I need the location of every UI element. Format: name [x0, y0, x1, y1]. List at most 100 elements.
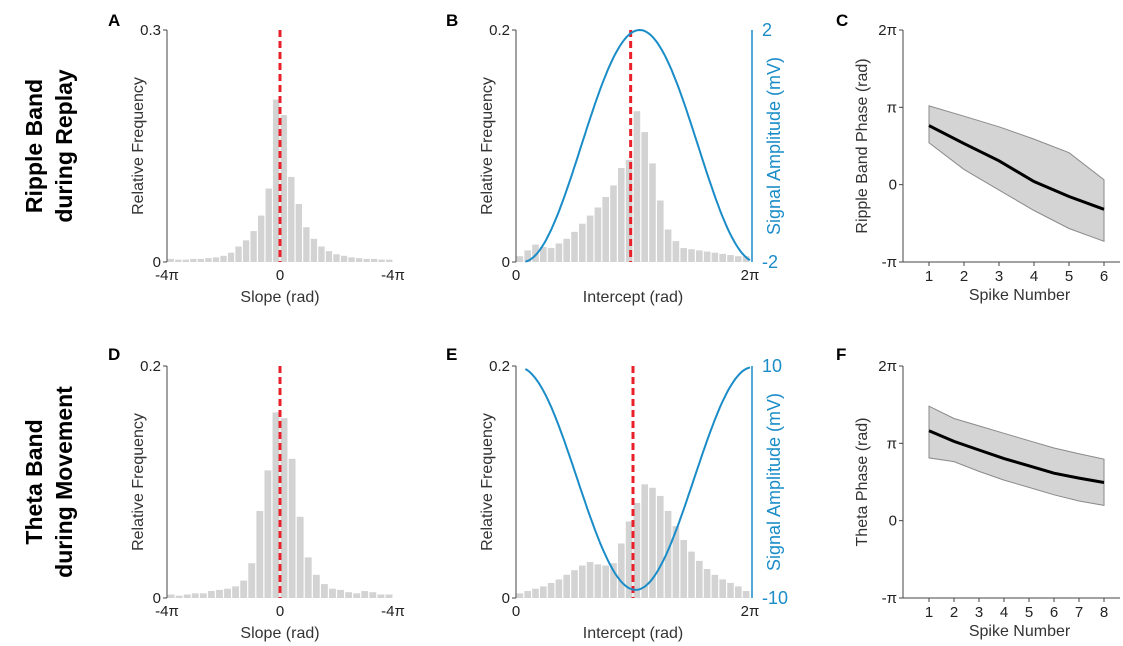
hist-bar — [633, 502, 641, 598]
x-tick-label: 0 — [512, 603, 520, 620]
y-tick-label: 0 — [153, 254, 161, 271]
hist-bar — [547, 248, 555, 262]
hist-bar — [310, 238, 318, 262]
y2-tick-label: -2 — [762, 252, 778, 272]
hist-bar — [641, 132, 648, 262]
hist-bar — [719, 579, 726, 598]
hist-bar — [303, 227, 310, 262]
y-axis-label: Relative Frequency — [479, 413, 496, 551]
hist-bar — [532, 244, 539, 262]
hist-bar — [555, 579, 563, 598]
hist-bar — [273, 99, 280, 262]
hist-bar — [524, 250, 531, 262]
hist-bar — [672, 241, 680, 262]
x-tick-label: 2 — [960, 268, 968, 285]
y2-axis-label: Signal Amplitude (mV) — [764, 57, 784, 235]
hist-bar — [205, 258, 212, 262]
x-tick-label: 8 — [1100, 604, 1108, 621]
hist-bar — [742, 591, 750, 598]
y-tick-label: 0.2 — [489, 358, 510, 375]
x-tick-label: 5 — [1025, 604, 1033, 621]
x-tick-label: 6 — [1050, 604, 1058, 621]
hist-bar — [711, 252, 719, 262]
hist-bar — [190, 258, 197, 262]
hist-bar — [555, 243, 563, 262]
y-axis-label: Relative Frequency — [130, 413, 147, 551]
mean-phase-line — [928, 429, 1105, 484]
y-tick-label: π — [887, 99, 897, 116]
hist-bar — [348, 257, 355, 262]
hist-bar — [378, 259, 385, 262]
x-tick-label: 4 — [1000, 604, 1008, 621]
row-title-ripple-line2: during Replay — [51, 69, 77, 223]
hist-bar — [329, 588, 336, 598]
x-tick-label: 6 — [1100, 268, 1108, 285]
hist-bar — [250, 231, 257, 262]
mean-phase-line — [928, 124, 1105, 211]
hist-bar — [175, 259, 182, 262]
x-tick-label: 4 — [1030, 268, 1038, 285]
confidence-band — [928, 405, 1105, 506]
panel-letter-a: A — [108, 11, 120, 30]
hist-bar — [532, 588, 539, 598]
hist-bar — [325, 251, 333, 262]
hist-bar — [240, 580, 248, 598]
hist-bar — [727, 582, 734, 598]
hist-bar — [711, 574, 719, 598]
hist-bar — [579, 565, 586, 598]
panel-b-intercept-histogram: 0 0.2 Relative Frequency 0 2π Intercept (rad)… — [479, 20, 784, 306]
x-tick-label: -4π — [155, 603, 179, 620]
hist-bar — [212, 257, 220, 262]
panel-letter-e: E — [446, 345, 457, 364]
y-tick-label: -π — [882, 254, 897, 271]
x-tick-label: 2 — [950, 604, 958, 621]
hist-bar — [571, 231, 578, 262]
hist-bar — [361, 591, 369, 598]
hist-bar — [242, 240, 250, 262]
hist-bar — [369, 592, 377, 598]
hist-bar — [182, 259, 189, 262]
x-axis-label: Slope (rad) — [240, 289, 319, 306]
y-tick-label: 0 — [153, 590, 161, 607]
y-axis-label: Relative Frequency — [479, 77, 496, 215]
hist-bar — [625, 159, 633, 262]
y-tick-label: 0 — [889, 513, 897, 530]
hist-bar — [296, 516, 304, 598]
hist-bar — [618, 543, 625, 598]
y-tick-label: 0.2 — [140, 358, 161, 375]
hist-bar — [304, 557, 312, 598]
hist-bar — [688, 249, 695, 262]
hist-bar — [167, 258, 174, 262]
y-tick-label: 2π — [878, 358, 897, 375]
hist-bar — [602, 565, 609, 598]
x-tick-label: 1 — [925, 268, 933, 285]
signal-amplitude-curve — [524, 366, 751, 591]
y-tick-label: 0 — [889, 177, 897, 194]
y-tick-label: 0.2 — [489, 22, 510, 39]
hist-bar — [664, 511, 672, 598]
hist-bar — [312, 574, 320, 598]
hist-bar — [337, 589, 344, 598]
hist-bar — [719, 253, 726, 262]
hist-bar — [280, 418, 288, 598]
hist-bar — [610, 185, 617, 262]
hist-bar — [232, 586, 240, 598]
hist-bar — [355, 258, 363, 262]
hist-bar — [280, 115, 287, 262]
hist-bar — [563, 574, 570, 598]
hist-bar — [216, 589, 223, 598]
y2-axis-label: Signal Amplitude (mV) — [764, 393, 784, 571]
hist-bar — [183, 594, 191, 598]
hist-bar — [516, 256, 524, 262]
hist-bar — [167, 594, 175, 598]
x-tick-label: 0 — [276, 267, 284, 284]
hist-bar — [333, 254, 340, 262]
hist-bar — [657, 495, 664, 598]
x-tick-label: -4π — [155, 267, 179, 284]
y-tick-label: -π — [882, 590, 897, 607]
hist-bar — [563, 238, 570, 262]
hist-bar — [703, 251, 711, 262]
hist-bar — [594, 564, 602, 598]
hist-bar — [363, 258, 370, 262]
